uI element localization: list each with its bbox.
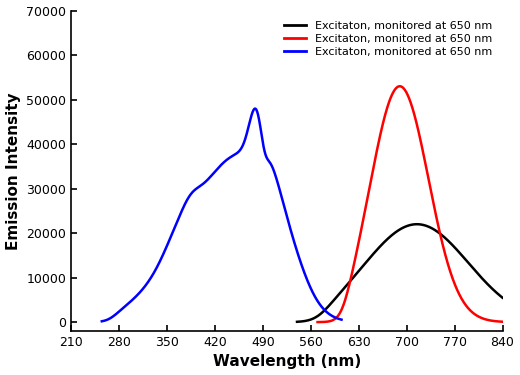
- Y-axis label: Emission Intensity: Emission Intensity: [6, 92, 21, 250]
- X-axis label: Wavelength (nm): Wavelength (nm): [213, 354, 361, 369]
- Legend: Excitaton, monitored at 650 nm, Excitaton, monitored at 650 nm, Excitaton, monit: Excitaton, monitored at 650 nm, Excitato…: [280, 16, 497, 62]
